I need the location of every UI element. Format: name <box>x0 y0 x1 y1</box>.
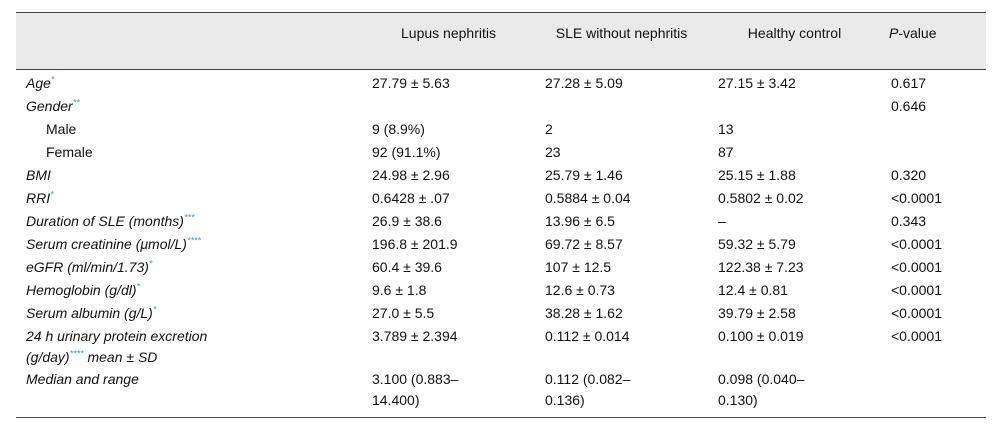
table-row: Female 92 (91.1%) 23 87 <box>16 141 986 164</box>
cell-lupus-nephritis: 24.98 ± 2.96 <box>372 167 450 183</box>
cell-p-value: <0.0001 <box>891 259 942 275</box>
cell-sle: 23 <box>545 144 561 160</box>
table-row: Serum creatinine (μmol/L)**** 196.8 ± 20… <box>16 233 986 256</box>
row-label: Serum creatinine (μmol/L)**** <box>26 235 201 252</box>
clinical-characteristics-table: Lupus nephritis SLE without nephritis He… <box>16 12 986 418</box>
row-label: Age* <box>26 74 55 91</box>
header-variable <box>16 12 362 70</box>
table-row: Male 9 (8.9%) 2 13 <box>16 118 986 141</box>
cell-sle <box>535 95 708 118</box>
header-p-value: P-value <box>881 12 986 70</box>
cell-healthy: 59.32 ± 5.79 <box>718 236 796 252</box>
cell-healthy: 12.4 ± 0.81 <box>718 282 788 298</box>
header-sle-without-nephritis: SLE without nephritis <box>535 12 708 70</box>
cell-lupus-nephritis: 0.6428 ± .07 <box>372 190 450 206</box>
cell-sle: 25.79 ± 1.46 <box>545 167 623 183</box>
cell-lupus-nephritis: 9 (8.9%) <box>372 121 425 137</box>
cell-sle: 0.5884 ± 0.04 <box>545 190 631 206</box>
cell-sle: 0.112 (0.082– 0.136) <box>535 368 708 418</box>
table-row: BMI 24.98 ± 2.96 25.79 ± 1.46 25.15 ± 1.… <box>16 164 986 187</box>
cell-p-value <box>881 141 986 164</box>
cell-healthy: 13 <box>718 121 734 137</box>
table-row: RRI* 0.6428 ± .07 0.5884 ± 0.04 0.5802 ±… <box>16 187 986 210</box>
row-label: Gender** <box>26 97 80 114</box>
cell-sle: 38.28 ± 1.62 <box>545 305 623 321</box>
cell-healthy: 0.098 (0.040– 0.130) <box>708 368 881 418</box>
cell-healthy: 39.79 ± 2.58 <box>718 305 796 321</box>
cell-lupus-nephritis: 3.789 ± 2.394 <box>372 328 458 344</box>
cell-lupus-nephritis <box>362 95 535 118</box>
table-row: Serum albumin (g/L)* 27.0 ± 5.5 38.28 ± … <box>16 302 986 325</box>
cell-lupus-nephritis: 27.79 ± 5.63 <box>372 75 450 91</box>
cell-sle: 2 <box>545 121 553 137</box>
cell-p-value: <0.0001 <box>891 236 942 252</box>
cell-p-value: 0.320 <box>891 167 927 183</box>
table-row: eGFR (ml/min/1.73)* 60.4 ± 39.6 107 ± 12… <box>16 256 986 279</box>
cell-p-value: <0.0001 <box>891 282 942 298</box>
row-label: Hemoglobin (g/dl)* <box>26 281 141 298</box>
cell-healthy: 25.15 ± 1.88 <box>718 167 796 183</box>
row-label: RRI* <box>26 189 54 206</box>
table-row: Hemoglobin (g/dl)* 9.6 ± 1.8 12.6 ± 0.73… <box>16 279 986 302</box>
cell-p-value <box>881 368 986 418</box>
row-label: Duration of SLE (months)*** <box>26 212 195 229</box>
cell-sle: 27.28 ± 5.09 <box>545 75 623 91</box>
cell-p-value: 0.646 <box>891 98 927 114</box>
header-lupus-nephritis: Lupus nephritis <box>362 12 535 70</box>
row-label: Male <box>46 121 77 137</box>
cell-sle: 13.96 ± 6.5 <box>545 213 615 229</box>
cell-lupus-nephritis: 3.100 (0.883– 14.400) <box>362 368 535 418</box>
row-label: Female <box>46 144 93 160</box>
cell-p-value: 0.343 <box>891 213 927 229</box>
cell-p-value: <0.0001 <box>891 305 942 321</box>
cell-healthy: 122.38 ± 7.23 <box>718 259 804 275</box>
cell-healthy: 0.100 ± 0.019 <box>718 328 804 344</box>
cell-p-value: <0.0001 <box>891 190 942 206</box>
cell-healthy: 87 <box>718 144 734 160</box>
cell-lupus-nephritis: 196.8 ± 201.9 <box>372 236 458 252</box>
header-healthy-control: Healthy control <box>708 12 881 70</box>
table-row-median-range: Median and range 3.100 (0.883– 14.400) 0.… <box>16 368 986 418</box>
cell-p-value: <0.0001 <box>891 328 942 344</box>
cell-sle: 107 ± 12.5 <box>545 259 612 275</box>
row-label: 24 h urinary protein excretion (g/day)***… <box>26 328 208 365</box>
row-label: BMI <box>26 167 51 183</box>
cell-p-value: 0.617 <box>891 75 927 91</box>
table-row: Age* 27.79 ± 5.63 27.28 ± 5.09 27.15 ± 3… <box>16 70 986 96</box>
row-label: Median and range <box>16 368 362 418</box>
cell-healthy: – <box>718 213 726 229</box>
cell-p-value <box>881 118 986 141</box>
cell-sle: 12.6 ± 0.73 <box>545 282 615 298</box>
cell-healthy: 0.5802 ± 0.02 <box>718 190 804 206</box>
row-label: eGFR (ml/min/1.73)* <box>26 258 153 275</box>
cell-lupus-nephritis: 26.9 ± 38.6 <box>372 213 442 229</box>
cell-healthy: 27.15 ± 3.42 <box>718 75 796 91</box>
table-row: Gender** 0.646 <box>16 95 986 118</box>
cell-lupus-nephritis: 27.0 ± 5.5 <box>372 305 435 321</box>
cell-lupus-nephritis: 60.4 ± 39.6 <box>372 259 442 275</box>
cell-sle: 69.72 ± 8.57 <box>545 236 623 252</box>
cell-lupus-nephritis: 9.6 ± 1.8 <box>372 282 427 298</box>
row-label: Serum albumin (g/L)* <box>26 304 157 321</box>
cell-healthy <box>708 95 881 118</box>
cell-sle: 0.112 ± 0.014 <box>545 328 630 344</box>
table-row: Duration of SLE (months)*** 26.9 ± 38.6 … <box>16 210 986 233</box>
table-header-row: Lupus nephritis SLE without nephritis He… <box>16 12 986 70</box>
table-row-urinary-protein: 24 h urinary protein excretion (g/day)***… <box>16 325 986 368</box>
cell-lupus-nephritis: 92 (91.1%) <box>372 144 441 160</box>
